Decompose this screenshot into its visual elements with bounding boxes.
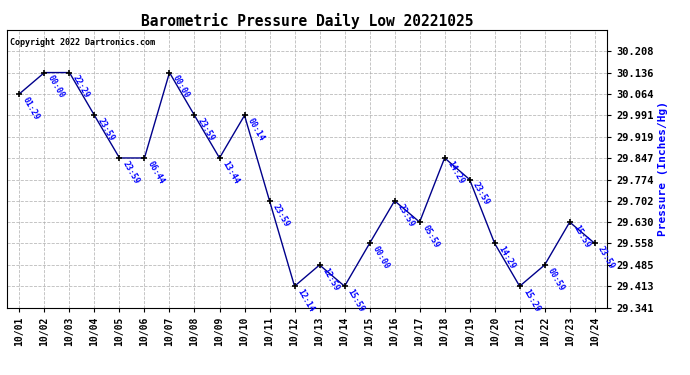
Text: 14:29: 14:29 (496, 245, 516, 271)
Text: 00:14: 00:14 (246, 117, 266, 143)
Text: 23:59: 23:59 (596, 245, 616, 271)
Text: 00:00: 00:00 (171, 74, 191, 100)
Text: 00:00: 00:00 (46, 74, 66, 100)
Text: 22:29: 22:29 (71, 74, 91, 100)
Text: 23:59: 23:59 (396, 202, 416, 228)
Text: 01:29: 01:29 (21, 95, 41, 122)
Text: 23:59: 23:59 (196, 117, 216, 143)
Text: 23:59: 23:59 (271, 202, 291, 228)
Text: 23:59: 23:59 (96, 117, 116, 143)
Text: 00:00: 00:00 (371, 245, 391, 271)
Text: 15:59: 15:59 (571, 224, 591, 250)
Text: 12:59: 12:59 (321, 266, 342, 292)
Text: 15:29: 15:29 (521, 288, 542, 314)
Text: 23:59: 23:59 (471, 181, 491, 207)
Text: 13:44: 13:44 (221, 159, 242, 186)
Text: 12:14: 12:14 (296, 288, 316, 314)
Text: 14:29: 14:29 (446, 159, 466, 186)
Text: 15:59: 15:59 (346, 288, 366, 314)
Title: Barometric Pressure Daily Low 20221025: Barometric Pressure Daily Low 20221025 (141, 13, 473, 29)
Text: Copyright 2022 Dartronics.com: Copyright 2022 Dartronics.com (10, 38, 155, 47)
Text: 06:44: 06:44 (146, 159, 166, 186)
Text: 23:59: 23:59 (121, 159, 141, 186)
Text: 05:59: 05:59 (421, 224, 442, 250)
Text: 00:59: 00:59 (546, 266, 566, 292)
Y-axis label: Pressure (Inches/Hg): Pressure (Inches/Hg) (658, 101, 668, 236)
